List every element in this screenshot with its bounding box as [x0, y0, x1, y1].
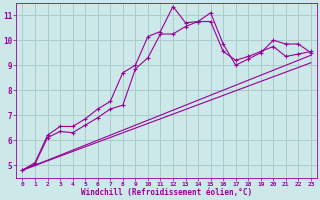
X-axis label: Windchill (Refroidissement éolien,°C): Windchill (Refroidissement éolien,°C) [81, 188, 252, 197]
